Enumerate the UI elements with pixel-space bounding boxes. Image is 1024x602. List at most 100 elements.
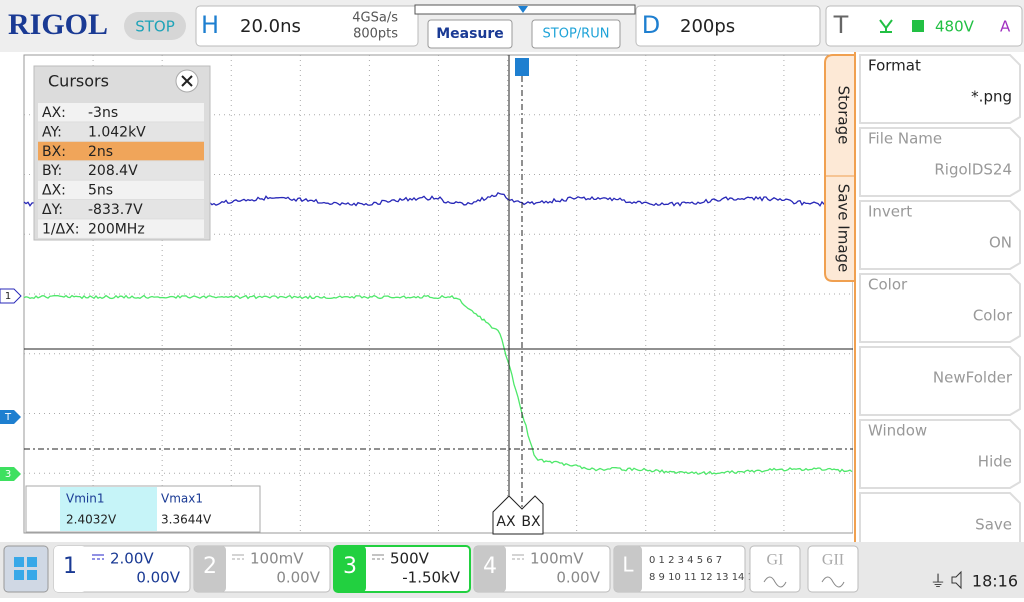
menu-item-value: NewFolder <box>933 369 1013 387</box>
cursor-row-label: AY: <box>42 124 62 140</box>
menu-item-label: Color <box>868 276 908 294</box>
cursor-a-tag: AX <box>496 514 516 530</box>
cursor-row-value: 208.4V <box>88 163 138 179</box>
brand: RIGOL <box>8 8 108 41</box>
channel-scale: 100mV <box>530 550 584 568</box>
menu-item-value: Hide <box>978 453 1012 471</box>
menu-item-value: *.png <box>971 88 1012 106</box>
channel-offset: 0.00V <box>276 569 320 587</box>
menu-item[interactable] <box>859 127 1021 197</box>
speaker-icon <box>951 570 962 590</box>
channel-number: 3 <box>343 554 357 579</box>
home-button[interactable] <box>3 545 49 593</box>
cursor-row-value: 2ns <box>88 144 113 160</box>
cursor-row-value: 1.042kV <box>88 124 146 140</box>
measurement-name: Vmax1 <box>161 492 203 506</box>
cursor-row <box>38 200 204 219</box>
trigger-mode: A <box>1000 18 1011 36</box>
cursor-tag-outline <box>492 495 544 535</box>
cursors-title: Cursors <box>48 72 109 91</box>
home-icon <box>14 557 37 580</box>
menu-item-value: RigolDS24 <box>934 161 1012 179</box>
stop-run-label: STOP/RUN <box>543 27 610 42</box>
cursor-row-value: -3ns <box>88 105 118 121</box>
generator-button[interactable] <box>749 545 801 593</box>
horizontal-label: H <box>201 11 219 39</box>
trigger-edge-icon <box>879 19 893 33</box>
channel-3-marker <box>0 467 21 481</box>
menu-item[interactable] <box>859 200 1021 270</box>
channel-number-bg <box>194 546 226 592</box>
channel-offset: 0.00V <box>136 569 180 587</box>
coupling-icon <box>372 554 384 560</box>
menu-tabs <box>824 54 855 282</box>
delay-box[interactable] <box>635 5 821 47</box>
channel-number-bg <box>474 546 506 592</box>
channel-number-bg <box>334 546 366 592</box>
stop-run-button[interactable] <box>531 19 621 49</box>
delay-value: 200ps <box>680 16 735 37</box>
cursor-row <box>38 180 204 200</box>
logic-label-bg <box>614 546 642 592</box>
memory-depth: 800pts <box>353 27 398 42</box>
coupling-icon <box>232 554 244 560</box>
cursor-row-label: BY: <box>42 163 62 179</box>
trigger-level-marker <box>0 410 21 424</box>
trigger-source-icon <box>912 20 924 32</box>
usb-icon: ⏚ <box>930 572 946 591</box>
menu-tab[interactable]: Save Image <box>835 184 853 273</box>
cursor-row <box>38 219 204 238</box>
menu-item[interactable] <box>859 54 1021 124</box>
measurement-value: 3.3644V <box>161 513 212 527</box>
generator-label: GII <box>822 552 844 569</box>
channel-3-trace <box>23 294 853 476</box>
cursor-b-tag: BX <box>521 514 541 530</box>
menu-item-label: File Name <box>868 130 942 148</box>
cursor-row-value: 200MHz <box>88 221 145 237</box>
channel-offset: 0.00V <box>556 569 600 587</box>
run-state-pill <box>124 12 186 40</box>
cursor-row-label: 1/ΔX: <box>42 221 80 237</box>
trigger-level: 480V <box>935 18 975 36</box>
delay-label: D <box>642 11 660 39</box>
menu-item[interactable] <box>859 273 1021 343</box>
channel-number-bg <box>54 546 86 592</box>
run-state: STOP <box>135 18 175 36</box>
channel-number: 4 <box>483 554 497 579</box>
channel-number: 1 <box>63 554 77 579</box>
menu-item[interactable] <box>859 346 1021 416</box>
channel-3-marker-label: 3 <box>5 469 11 480</box>
generator-button[interactable] <box>807 545 859 593</box>
menu-item-value: Save <box>975 516 1012 534</box>
cursor-row-label: ΔX: <box>42 183 66 199</box>
measure-button[interactable] <box>427 19 513 49</box>
menu-item-value: ON <box>989 234 1012 252</box>
channel-scale: 500V <box>390 550 430 568</box>
coupling-icon <box>92 554 104 560</box>
cursor-row-label: BX: <box>42 144 66 160</box>
measure-label: Measure <box>436 26 504 42</box>
menu-tab[interactable]: Storage <box>835 86 853 145</box>
channel-number: 2 <box>203 554 217 579</box>
channel-scale: 100mV <box>250 550 304 568</box>
channel-offset: -1.50kV <box>402 569 460 587</box>
coupling-icon <box>512 554 524 560</box>
menu-item[interactable] <box>859 419 1021 489</box>
trigger-level-marker-label: T <box>4 412 12 423</box>
measurement-name: Vmin1 <box>66 492 104 506</box>
cursor-row <box>38 141 204 161</box>
cursor-row <box>38 161 204 180</box>
clock: 18:16 <box>972 572 1018 591</box>
measurement-highlight <box>60 487 157 531</box>
cursor-row-value: 5ns <box>88 183 113 199</box>
measurement-value: 2.4032V <box>66 513 117 527</box>
logic-row-1: 0 1 2 3 4 5 6 7 <box>649 555 722 566</box>
generator-wave <box>763 576 787 588</box>
channel-scale: 2.00V <box>110 550 154 568</box>
generator-wave <box>821 576 845 588</box>
channel-1-marker-label: 1 <box>5 291 11 302</box>
channel-1-marker <box>0 288 22 304</box>
horizontal-box[interactable] <box>195 5 419 47</box>
cursor-row <box>38 103 204 122</box>
menu-item-label: Format <box>868 57 921 75</box>
